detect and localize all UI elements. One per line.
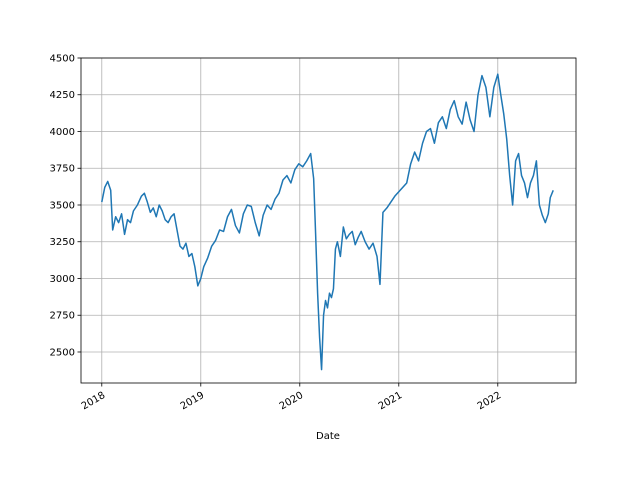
- y-tick-label: 4000: [50, 127, 75, 138]
- y-tick-label: 2750: [50, 311, 75, 322]
- x-tick-label: 2021: [377, 390, 405, 412]
- axes-frame: [80, 57, 577, 384]
- x-tick-label: 2019: [179, 390, 207, 412]
- y-tick-label: 4500: [50, 54, 75, 65]
- x-tick-label: 2018: [80, 390, 108, 412]
- y-tick-label: 4250: [50, 90, 75, 101]
- y-tick-label: 3500: [50, 200, 75, 211]
- x-tick-label: 2022: [476, 390, 504, 412]
- y-tick-label: 3000: [50, 274, 75, 285]
- y-tick-label: 3750: [50, 164, 75, 175]
- x-axis-label: Date: [316, 431, 340, 442]
- x-tick-label: 2020: [278, 390, 306, 412]
- grid: [81, 57, 576, 383]
- line-series: [101, 73, 554, 371]
- plot-area: [101, 73, 554, 371]
- y-tick-label: 2500: [50, 347, 75, 358]
- y-tick-label: 3250: [50, 237, 75, 248]
